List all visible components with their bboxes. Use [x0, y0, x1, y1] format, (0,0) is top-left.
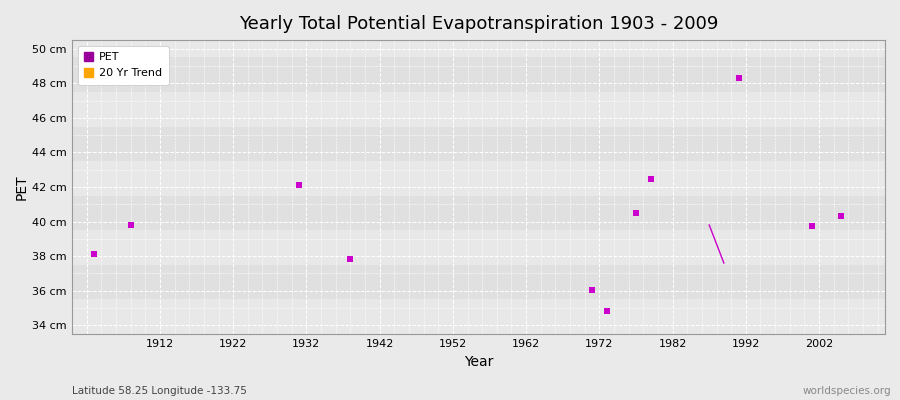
Point: [834, 212, 849, 219]
Bar: [72, 265, 885, 299]
Point: [292, 182, 306, 188]
Point: [87, 251, 102, 258]
Title: Yearly Total Potential Evapotranspiration 1903 - 2009: Yearly Total Potential Evapotranspiratio…: [238, 15, 718, 33]
Point: [343, 256, 357, 262]
Legend: PET, 20 Yr Trend: PET, 20 Yr Trend: [77, 46, 168, 85]
Bar: [72, 92, 885, 126]
Bar: [72, 230, 885, 265]
Point: [629, 210, 643, 216]
Text: worldspecies.org: worldspecies.org: [803, 386, 891, 396]
Bar: [72, 57, 885, 92]
Point: [805, 223, 819, 229]
Point: [644, 176, 658, 182]
Y-axis label: PET: PET: [15, 174, 29, 200]
Bar: [72, 196, 885, 230]
Bar: [72, 299, 885, 334]
Point: [599, 307, 614, 314]
Point: [123, 222, 138, 228]
Point: [585, 287, 599, 293]
Point: [732, 75, 746, 81]
X-axis label: Year: Year: [464, 355, 493, 369]
Bar: [72, 126, 885, 161]
Bar: [72, 161, 885, 196]
Bar: [72, 40, 885, 57]
Text: Latitude 58.25 Longitude -133.75: Latitude 58.25 Longitude -133.75: [72, 386, 247, 396]
